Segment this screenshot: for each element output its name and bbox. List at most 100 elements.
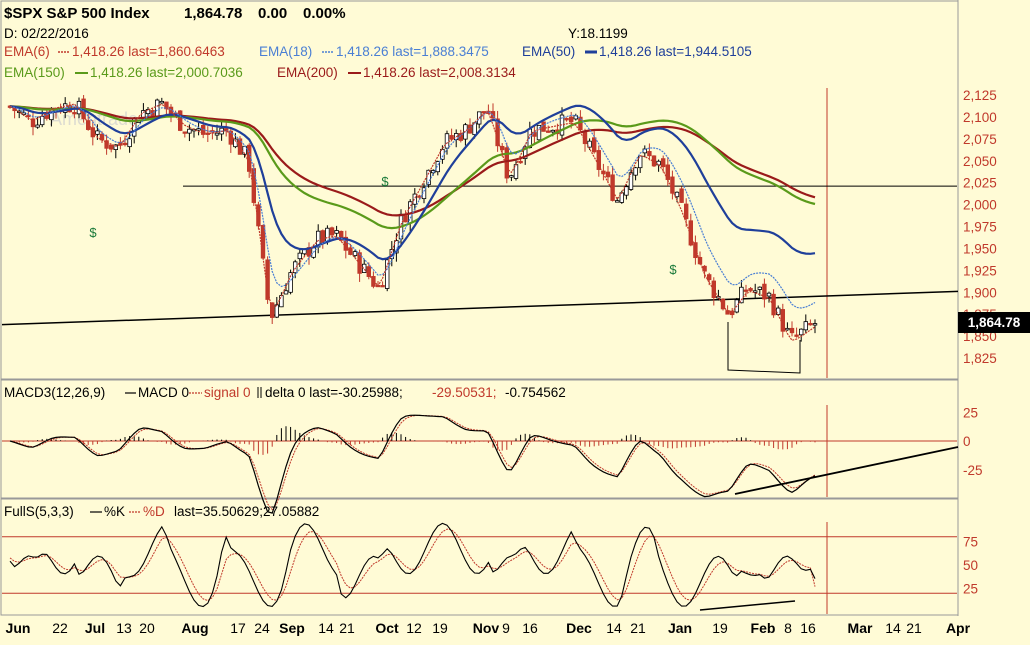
stoch-axis: 75 50 25 [963,535,978,597]
dividend-marker: $ [381,174,389,189]
dividend-marker: $ [89,225,97,240]
candle-body [412,193,417,205]
x-tick-label: Jul [85,620,105,636]
candle-body [739,286,744,304]
candle-body [661,158,666,168]
candle-body [109,144,114,150]
candle-body [113,144,118,150]
x-tick-label: 8 [784,620,792,636]
stoch-legend-k: %K [104,504,125,519]
price-tick-label: 2,000 [963,198,997,213]
candle-body [371,276,376,287]
legend-ema18-label: EMA(18) [259,44,312,59]
x-tick-label: Dec [566,620,592,636]
macd-divergence-line [734,446,959,495]
candle-body [426,169,431,186]
candle-body [164,101,169,110]
candle-body [237,138,243,155]
annotations: $ $ $ [89,174,801,374]
candle-body [794,334,799,337]
x-tick-label: Apr [946,620,971,636]
candle-body [352,251,358,257]
x-tick-label: 19 [712,620,728,636]
candle-body [812,323,818,326]
x-tick-label: 21 [906,620,922,636]
macd-legend-delta-last: -0.754562 [505,385,566,400]
stoch-legend-name: FullS(5,3,3) [4,504,74,519]
price-tick-label: 1,950 [963,241,997,256]
candle-body [72,112,77,115]
x-tick-label: 21 [339,620,355,636]
macd-legend-delta: delta 0 last=-30.25988; [265,385,403,400]
x-tick-label: 19 [432,620,448,636]
x-tick-label: 21 [630,620,646,636]
legend-ema150-value: 1,418.26 last=2,000.7036 [90,65,243,80]
candle-body [532,132,537,137]
candle-body [122,142,128,146]
stoch-d-line [9,528,816,602]
price-tick-label: 1,825 [963,351,997,366]
x-tick-label: 14 [318,620,334,636]
stoch-legend-d: %D [143,504,165,519]
x-tick-label: 13 [116,620,132,636]
candle-body [380,285,385,288]
candle-body [523,146,528,159]
x-tick-label: Jun [6,620,31,636]
candle-body [196,128,201,131]
candle-body [329,227,335,236]
stoch-tick-label: 75 [963,535,978,550]
candle-body [182,131,187,134]
watermark-logo: Ameritrade [50,109,138,129]
x-tick-label: 16 [800,620,816,636]
candle-body [40,116,45,126]
legend-ema200-label: EMA(200) [277,65,338,80]
x-tick-label: 14 [606,620,622,636]
candle-body [743,289,749,292]
macd-signal-line [9,414,816,511]
candle-body [30,118,36,128]
candle-body [458,133,463,141]
candle-body [592,137,597,153]
candle-body [467,124,473,134]
macd-legend-signal-last: -29.50531; [432,385,497,400]
candle-body [384,259,390,289]
legend-ema150-label: EMA(150) [4,65,65,80]
y-readout: Y:18.1199 [568,26,628,41]
x-axis: Jun 22 Jul 13 20 Aug 17 24 Sep 14 21 Oct 12 19 Nov 9 16 D… [6,620,971,636]
legend-ema6-value: 1,418.26 last=1,860.6463 [72,44,225,59]
stoch-tick-label: 50 [963,558,978,573]
candle-body [35,124,40,128]
price-tick-label: 2,025 [963,176,997,191]
ema-line-ema6 [9,103,816,341]
x-tick-label: Feb [751,620,776,636]
legend-ema200-value: 1,418.26 last=2,008.3134 [363,65,516,80]
x-tick-label: 24 [254,620,270,636]
header-change-pct: 0.00% [303,5,346,22]
candle-body [665,164,670,180]
x-tick-label: Sep [279,620,305,636]
candle-body [279,295,284,308]
candle-body [587,140,592,148]
candle-body [619,192,624,203]
candle-body [223,128,229,131]
candle-body [127,138,132,148]
x-tick-label: 12 [406,620,422,636]
candle-body [297,252,302,260]
candle-body [214,132,220,136]
candle-body [283,290,289,295]
x-tick-label: 22 [52,620,68,636]
price-tag-box [958,312,1030,333]
price-tick-label: 2,100 [963,110,997,125]
candle-body [320,230,325,243]
support-bracket [727,322,801,374]
candle-body [274,304,279,318]
candle-body [651,155,657,167]
x-tick-label: 20 [139,620,155,636]
candle-body [748,288,753,291]
candle-body [150,110,155,117]
candle-body [490,111,496,119]
candle-body [187,128,192,134]
price-tick-label: 1,975 [963,220,997,235]
candle-body [615,200,620,203]
